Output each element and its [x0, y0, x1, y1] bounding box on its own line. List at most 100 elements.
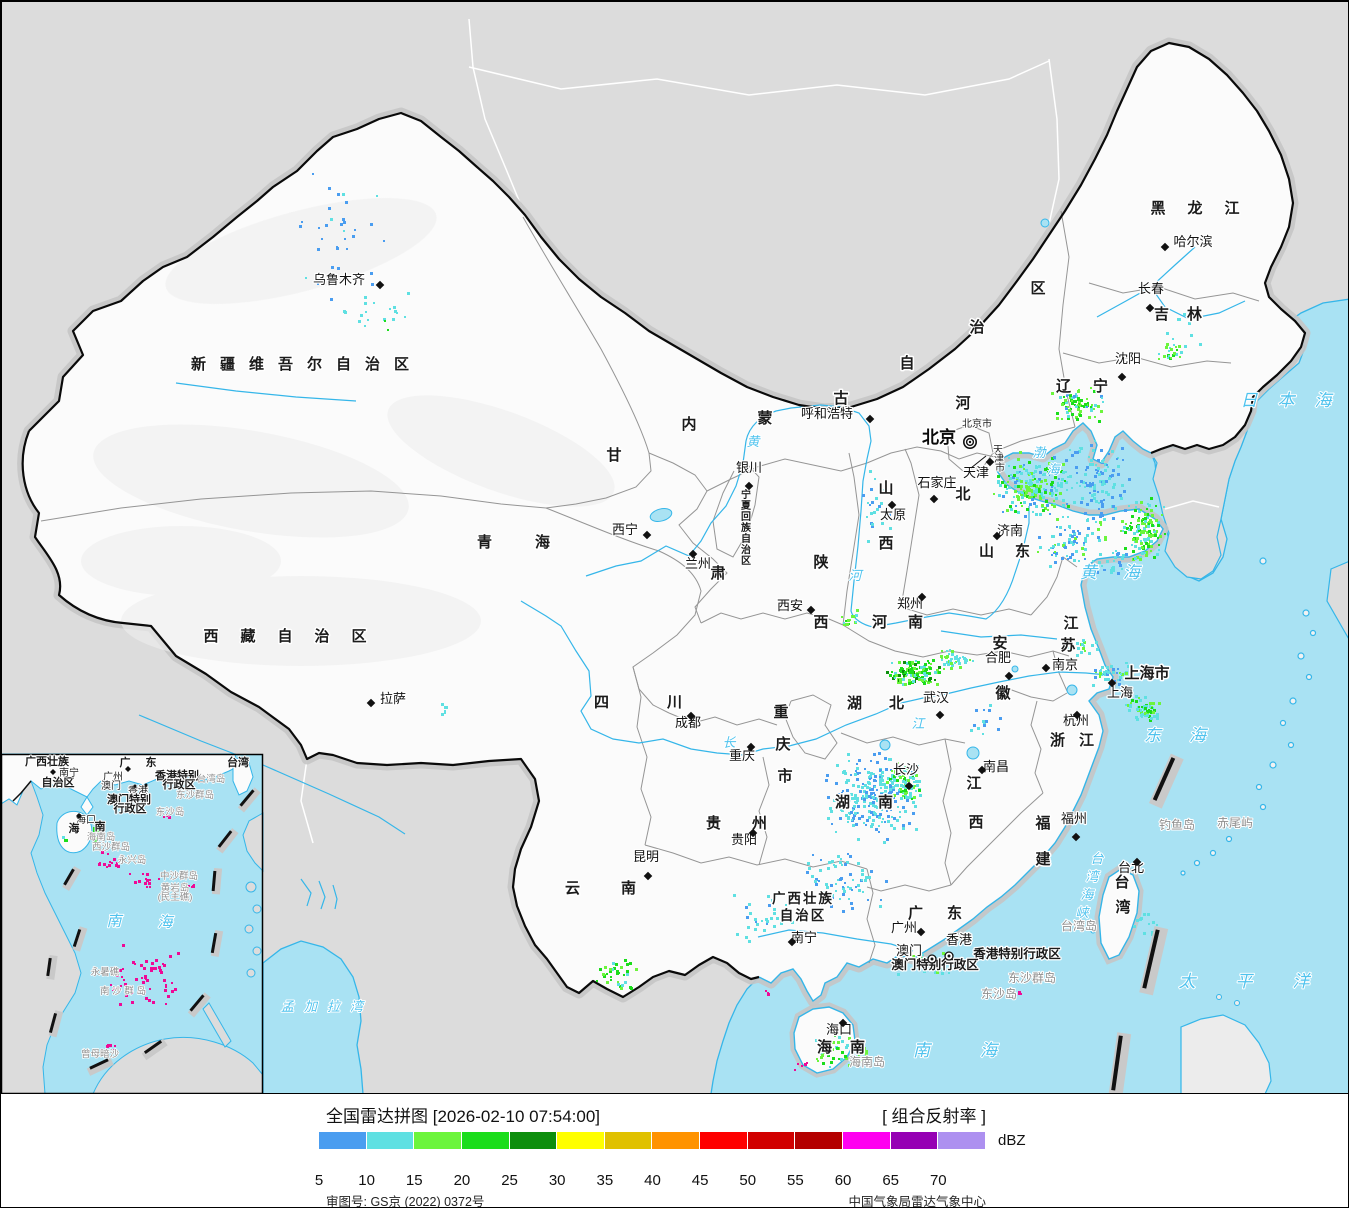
radar-echo: [915, 828, 918, 831]
radar-echo: [1082, 639, 1085, 642]
radar-echo: [850, 811, 853, 814]
radar-echo: [911, 671, 914, 674]
radar-echo: [1092, 482, 1094, 484]
radar-echo: [1009, 505, 1012, 508]
radar-echo: [1059, 492, 1062, 495]
radar-echo: [1038, 536, 1041, 539]
radar-echo: [1143, 527, 1146, 530]
radar-echo: [888, 513, 891, 516]
radar-echo: [1151, 933, 1154, 936]
radar-echo: [1149, 719, 1152, 722]
radar-echo: [903, 674, 906, 677]
radar-echo: [1065, 481, 1068, 484]
radar-echo: [1141, 552, 1144, 555]
radar-echo: [924, 674, 927, 677]
radar-echo: [1046, 483, 1048, 485]
radar-echo: [1130, 702, 1132, 704]
small-label: 天津市: [993, 445, 1005, 474]
radar-echo: [1130, 669, 1133, 672]
radar-echo: [911, 662, 914, 665]
radar-echo: [951, 650, 954, 653]
radar-echo: [914, 805, 917, 808]
radar-echo: [1018, 491, 1021, 494]
radar-echo: [914, 674, 917, 677]
radar-echo: [898, 790, 901, 793]
island-label: 钓鱼岛: [1159, 817, 1195, 832]
radar-echo: [851, 907, 854, 910]
radar-echo: [902, 790, 904, 792]
radar-echo: [899, 678, 902, 681]
radar-echo: [924, 670, 927, 673]
radar-echo: [946, 962, 949, 965]
radar-echo: [831, 823, 833, 825]
radar-echo: [841, 809, 844, 812]
radar-echo: [950, 667, 953, 670]
radar-echo: [891, 816, 893, 818]
radar-echo: [1125, 553, 1128, 556]
island-speck: [152, 967, 155, 970]
radar-echo: [883, 841, 886, 844]
radar-echo: [848, 1064, 851, 1067]
radar-echo: [915, 774, 918, 777]
radar-echo: [950, 658, 952, 660]
radar-echo: [918, 789, 921, 792]
radar-echo: [756, 923, 759, 926]
radar-echo: [850, 1063, 853, 1066]
city-label: 澳门: [896, 943, 922, 958]
radar-echo: [1114, 556, 1117, 559]
radar-echo: [970, 729, 973, 732]
island-speck: [119, 969, 122, 972]
radar-echo: [940, 655, 943, 658]
radar-echo: [617, 981, 619, 983]
radar-echo: [902, 824, 905, 827]
radar-echo: [1122, 554, 1125, 557]
island-speck: [166, 814, 169, 817]
radar-echo: [873, 779, 876, 782]
radar-echo: [1141, 706, 1143, 708]
radar-echo: [1104, 538, 1107, 541]
sea-label: 南海: [913, 1041, 1047, 1060]
radar-echo: [1039, 485, 1042, 488]
island-speck: [150, 969, 153, 972]
radar-echo: [1128, 529, 1130, 531]
radar-echo: [1066, 555, 1068, 557]
radar-echo: [869, 470, 872, 473]
radar-echo: [842, 771, 845, 774]
radar-echo: [993, 493, 995, 495]
radar-echo: [1139, 699, 1142, 702]
radar-echo: [1038, 465, 1041, 468]
radar-echo: [1075, 395, 1078, 398]
radar-echo: [1051, 486, 1053, 488]
scale-value: 45: [691, 1172, 709, 1189]
province-label: 建: [1035, 850, 1051, 868]
radar-echo: [1041, 494, 1043, 496]
radar-echo: [1140, 711, 1143, 714]
island-speck: [110, 984, 112, 986]
radar-echo: [1050, 489, 1053, 492]
radar-echo: [370, 223, 373, 226]
radar-echo: [629, 986, 632, 989]
island-speck: [117, 865, 120, 868]
radar-echo: [1097, 459, 1100, 462]
radar-echo: [1057, 543, 1060, 546]
radar-echo: [1121, 557, 1124, 560]
city-marker: [366, 698, 376, 708]
radar-echo: [1183, 313, 1186, 316]
radar-echo: [808, 867, 811, 870]
island-speck: [1015, 994, 1017, 996]
radar-echo: [1055, 494, 1057, 496]
radar-echo: [874, 794, 876, 796]
radar-echo: [1119, 564, 1122, 567]
radar-echo: [889, 527, 892, 530]
radar-echo: [1045, 500, 1048, 503]
radar-echo: [1112, 505, 1115, 508]
island-speck: [192, 885, 195, 888]
radar-echo: [1101, 514, 1104, 517]
radar-echo: [838, 1036, 841, 1039]
radar-echo: [846, 1044, 849, 1047]
radar-echo: [1127, 704, 1130, 707]
radar-echo: [1148, 715, 1151, 718]
radar-echo: [1056, 526, 1058, 528]
radar-echo: [1106, 560, 1109, 563]
radar-echo: [1098, 420, 1101, 423]
